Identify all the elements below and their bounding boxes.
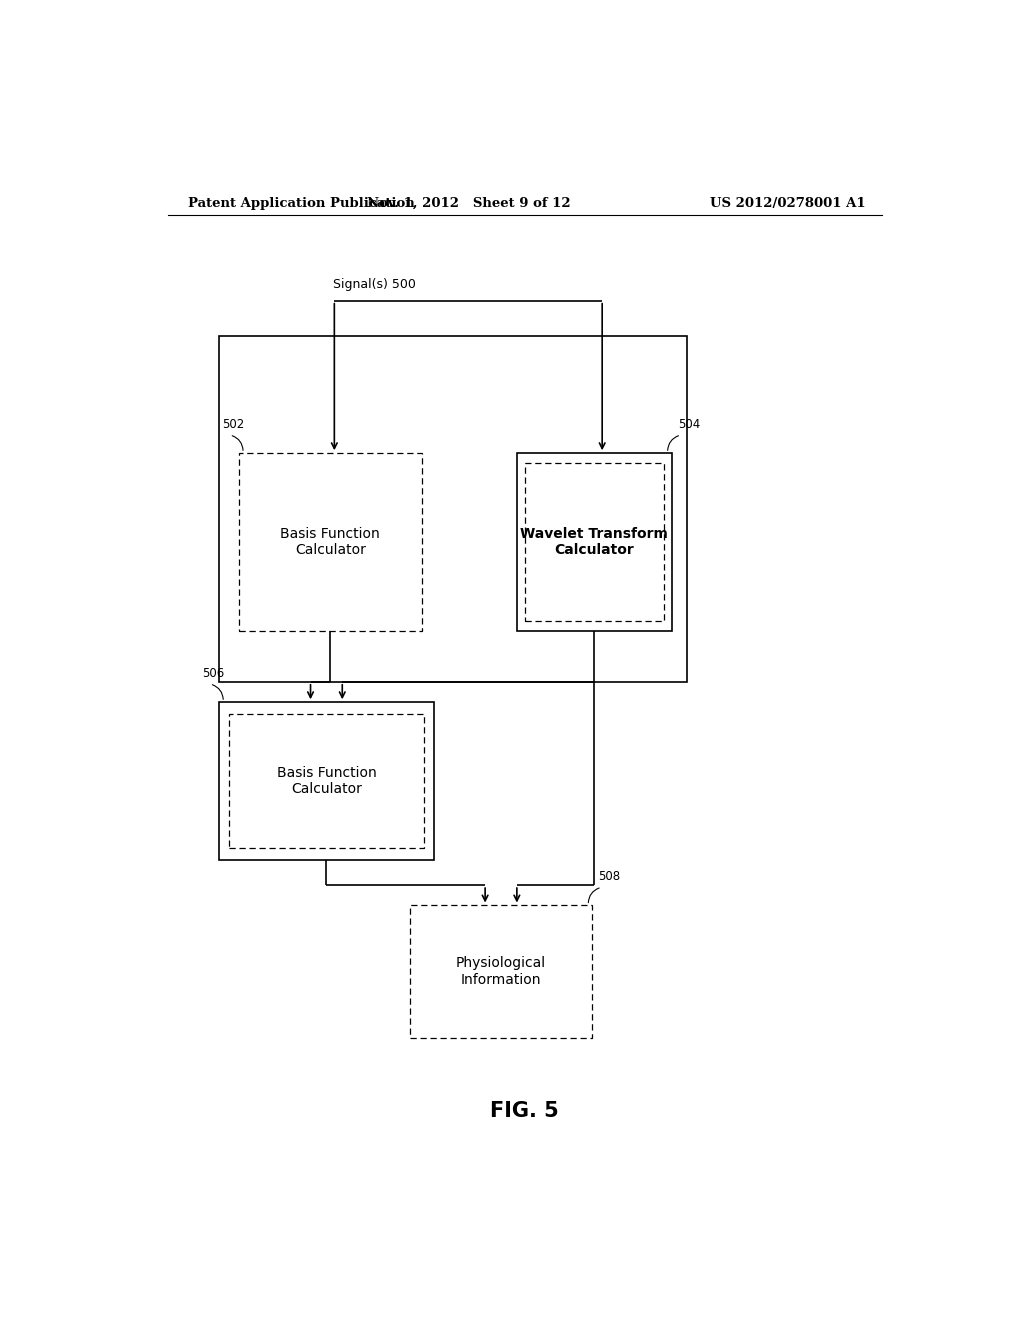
Text: Signal(s) 500: Signal(s) 500 bbox=[333, 277, 416, 290]
Text: US 2012/0278001 A1: US 2012/0278001 A1 bbox=[711, 197, 866, 210]
Text: Basis Function
Calculator: Basis Function Calculator bbox=[276, 766, 376, 796]
Bar bbox=[228, 714, 424, 847]
Text: Basis Function
Calculator: Basis Function Calculator bbox=[281, 527, 380, 557]
Text: Wavelet Transform
Calculator: Wavelet Transform Calculator bbox=[520, 527, 669, 557]
Text: 508: 508 bbox=[599, 870, 621, 883]
Text: FIG. 5: FIG. 5 bbox=[490, 1101, 559, 1121]
Bar bbox=[410, 906, 592, 1038]
Text: 502: 502 bbox=[221, 418, 244, 430]
Bar bbox=[219, 702, 433, 859]
Text: Nov. 1, 2012   Sheet 9 of 12: Nov. 1, 2012 Sheet 9 of 12 bbox=[368, 197, 571, 210]
Bar bbox=[517, 453, 672, 631]
Text: Physiological
Information: Physiological Information bbox=[456, 957, 546, 986]
Bar bbox=[524, 463, 664, 620]
Text: 506: 506 bbox=[202, 667, 224, 680]
Bar bbox=[240, 453, 422, 631]
Text: Patent Application Publication: Patent Application Publication bbox=[187, 197, 415, 210]
Bar bbox=[219, 337, 687, 682]
Text: 504: 504 bbox=[678, 418, 700, 430]
